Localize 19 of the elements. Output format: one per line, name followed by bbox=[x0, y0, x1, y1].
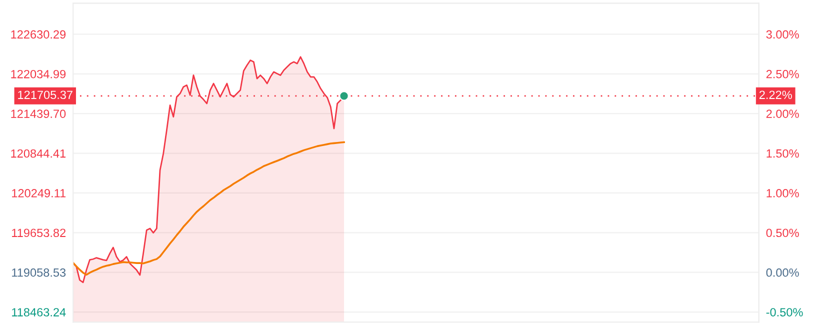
y-tick-label: 119653.82 bbox=[12, 228, 66, 238]
line-series bbox=[73, 141, 345, 276]
y2-tick-label: 1.00% bbox=[766, 189, 799, 198]
y2-tick-label: 0.00% bbox=[766, 268, 799, 277]
y2-tick-label: 0.50% bbox=[766, 228, 799, 238]
y-tick-label: 120249.11 bbox=[12, 189, 66, 198]
ref-line-label: 121705.37 bbox=[18, 90, 72, 100]
y2-tick-label: 2.50% bbox=[766, 70, 799, 78]
y2-tick-label: 3.00% bbox=[766, 30, 799, 39]
y-tick-label: 119058.53 bbox=[12, 268, 66, 277]
y-tick-label: 122630.29 bbox=[11, 30, 66, 39]
y2-tick-label: 2.00% bbox=[766, 110, 799, 118]
y-tick-label: 118463.24 bbox=[12, 308, 66, 316]
y-tick-label: 121439.70 bbox=[11, 110, 66, 118]
y2-tick-label: -0.50% bbox=[766, 308, 803, 316]
text: 2.22% bbox=[759, 90, 792, 100]
y2-tick-label: 1.50% bbox=[766, 149, 799, 158]
y-tick-label: 120844.41 bbox=[11, 149, 66, 158]
y-tick-label: 122034.99 bbox=[11, 70, 66, 78]
